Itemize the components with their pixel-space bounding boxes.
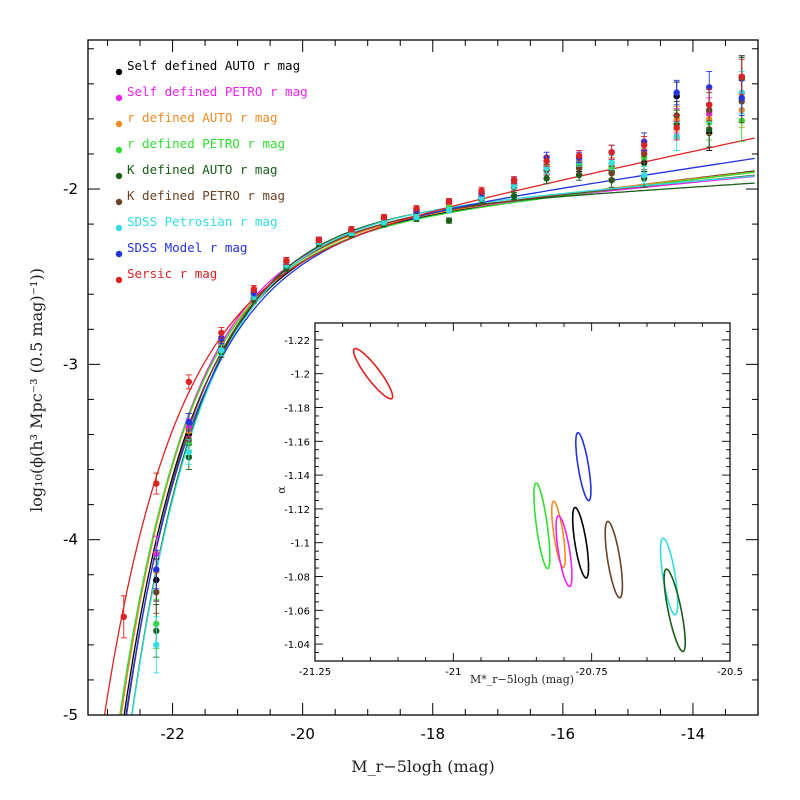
legend-marker-7 xyxy=(115,250,123,258)
data-point xyxy=(640,171,648,179)
data-point xyxy=(218,347,225,354)
legend-label-1: Self defined PETRO r mag xyxy=(127,84,308,99)
x-tick-label: -18 xyxy=(421,725,446,743)
data-point xyxy=(185,448,193,456)
data-point xyxy=(380,219,388,226)
data-point xyxy=(413,213,420,221)
confidence-contour-3 xyxy=(550,500,567,569)
inset-x-axis-label: M*_r−5logh (mag) xyxy=(470,673,574,686)
inset-y-tick-label: -1.1 xyxy=(290,539,310,550)
inset-y-tick-label: -1.06 xyxy=(284,606,310,617)
confidence-contour-7 xyxy=(659,537,679,616)
data-point xyxy=(510,192,518,200)
y-axis-label: log₁₀(ϕ(h³ Mpc⁻³ (0.5 mag)⁻¹)) xyxy=(27,268,46,512)
inset-y-tick-label: -1.14 xyxy=(284,471,310,482)
inset-y-tick-label: -1.22 xyxy=(284,336,310,347)
series-8 xyxy=(120,58,745,639)
confidence-contour-0 xyxy=(352,347,394,400)
legend-label-8: Sersic r mag xyxy=(127,266,217,281)
confidence-contour-8 xyxy=(663,568,687,653)
main-plot-frame xyxy=(87,39,759,716)
data-point xyxy=(380,213,388,221)
data-point xyxy=(185,419,193,426)
data-point xyxy=(738,73,745,81)
legend-label-4: K defined AUTO r mag xyxy=(127,162,278,177)
data-point xyxy=(153,480,160,487)
x-tick-label: -16 xyxy=(551,725,576,743)
legend-marker-3 xyxy=(115,146,123,154)
legend-label-3: r defined PETRO r mag xyxy=(127,136,285,151)
data-point xyxy=(673,124,680,131)
y-tick-label: -4 xyxy=(63,531,78,549)
inset-x-tick-label: -21 xyxy=(445,667,461,678)
data-point xyxy=(478,187,485,194)
inset-x-tick-label: -20.5 xyxy=(717,667,743,678)
data-point xyxy=(608,170,615,177)
legend-marker-8 xyxy=(115,276,123,284)
legend-marker-2 xyxy=(115,120,123,128)
legend-label-2: r defined AUTO r mag xyxy=(127,110,278,125)
legend-marker-1 xyxy=(115,94,123,102)
inset-x-tick-label: -20.75 xyxy=(576,667,608,678)
data-point xyxy=(575,152,583,159)
data-point xyxy=(608,149,615,156)
data-point xyxy=(445,198,453,205)
confidence-contour-1 xyxy=(574,431,592,502)
legend-label-5: K defined PETRO r mag xyxy=(127,188,285,203)
data-point xyxy=(445,206,453,214)
legend-label-7: SDSS Model r mag xyxy=(127,240,247,255)
inset-y-tick-label: -1.18 xyxy=(284,404,310,415)
confidence-contour-2 xyxy=(533,482,551,570)
x-tick-label: -22 xyxy=(160,725,185,743)
confidence-contour-6 xyxy=(604,520,624,599)
fit-curve-7 xyxy=(125,157,755,715)
confidence-contour-4 xyxy=(555,515,573,588)
data-point xyxy=(283,257,290,265)
inset-y-tick-label: -1.04 xyxy=(284,640,310,651)
data-point xyxy=(445,217,453,224)
data-point xyxy=(250,285,258,293)
legend-marker-0 xyxy=(115,68,123,76)
x-tick-label: -20 xyxy=(290,725,315,743)
data-point xyxy=(218,329,225,336)
confidence-contour-5 xyxy=(571,506,590,579)
data-point xyxy=(673,89,680,96)
x-tick-label: -14 xyxy=(681,725,706,743)
legend-label-6: SDSS Petrosian r mag xyxy=(127,214,278,229)
legend-marker-6 xyxy=(115,224,123,232)
data-point xyxy=(315,236,323,244)
inset-y-axis-label: α xyxy=(275,486,288,494)
legend-marker-5 xyxy=(115,198,123,206)
data-point xyxy=(153,566,160,573)
data-point xyxy=(413,205,420,212)
data-point xyxy=(738,94,745,102)
legend-marker-4 xyxy=(115,172,123,180)
data-point xyxy=(185,378,193,386)
data-point xyxy=(608,159,615,166)
data-point xyxy=(153,641,160,649)
inset-y-tick-label: -1.08 xyxy=(284,573,310,584)
inset-y-tick-label: -1.16 xyxy=(284,437,310,448)
data-point xyxy=(510,177,518,184)
data-point xyxy=(543,157,550,165)
y-tick-label: -3 xyxy=(63,355,78,373)
data-point xyxy=(348,226,355,233)
inset-x-tick-label: -21.25 xyxy=(299,667,331,678)
inset-y-tick-label: -1.12 xyxy=(284,505,310,516)
x-axis-label: M_r−5logh (mag) xyxy=(351,757,494,776)
legend-label-0: Self defined AUTO r mag xyxy=(127,58,300,73)
y-tick-label: -5 xyxy=(63,706,78,724)
data-point xyxy=(706,101,713,109)
data-point xyxy=(543,175,550,182)
inset-y-tick-label: -1.2 xyxy=(290,370,310,381)
data-point xyxy=(640,141,648,149)
data-point xyxy=(153,589,160,596)
data-point xyxy=(120,613,127,621)
y-tick-label: -2 xyxy=(63,180,78,198)
